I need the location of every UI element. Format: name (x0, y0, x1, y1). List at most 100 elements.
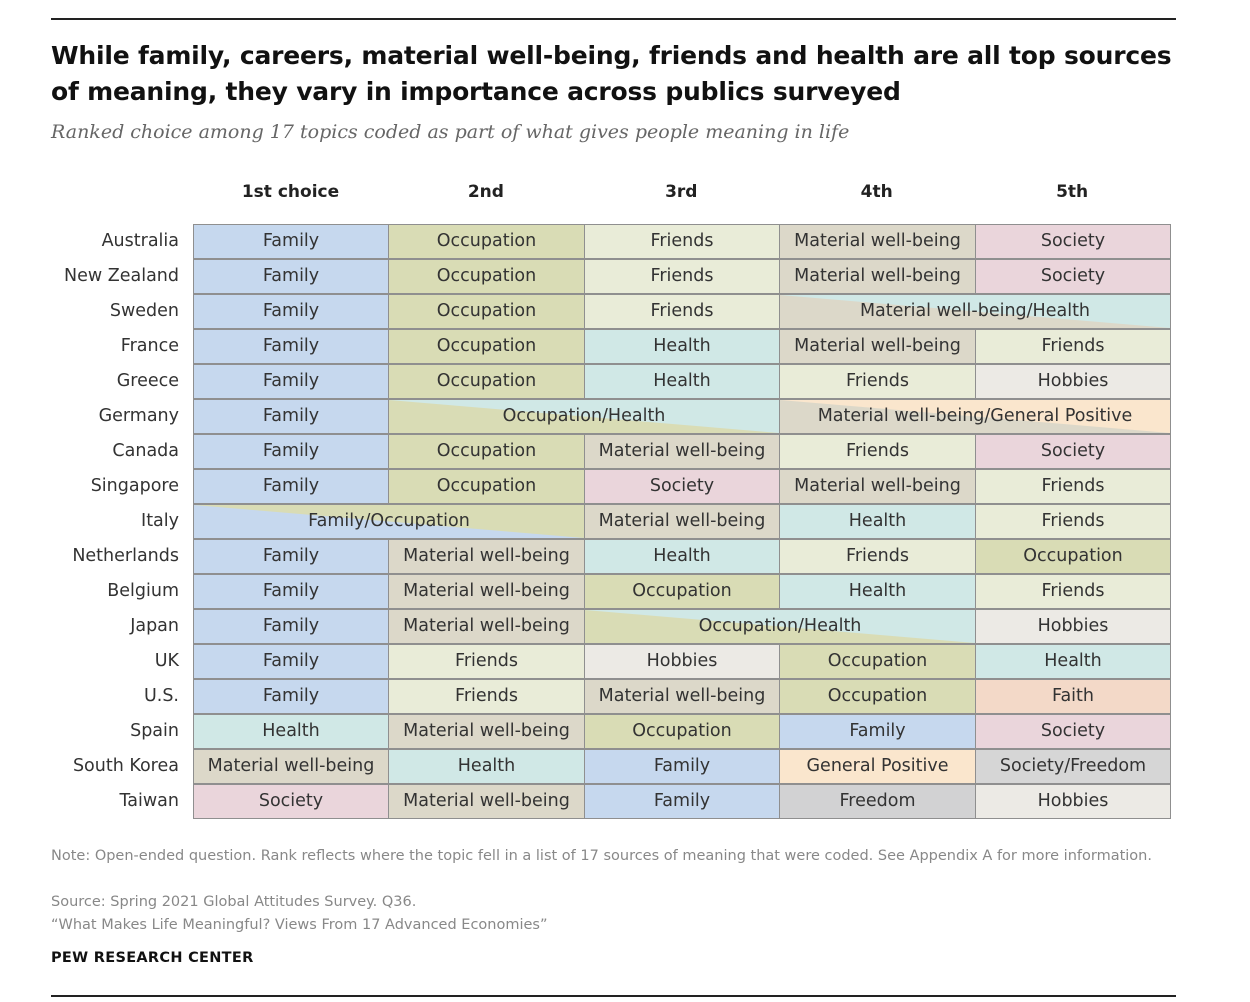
ranking-cell: Family (193, 329, 389, 364)
country-label: South Korea (72, 756, 179, 776)
ranking-cell: Family (193, 644, 389, 679)
country-label: Canada (112, 441, 179, 461)
ranking-cell: Material well-being/General Positive (779, 399, 1171, 434)
ranking-cell: Friends (779, 364, 976, 399)
ranking-cell: Health (779, 574, 976, 609)
ranking-cell: Occupation (584, 574, 780, 609)
country-label: Netherlands (72, 546, 179, 566)
country-label: Australia (101, 231, 179, 251)
country-label: Singapore (90, 476, 179, 496)
country-label: France (120, 336, 179, 356)
ranking-cell: General Positive (779, 749, 976, 784)
ranking-cell: Material well-being (388, 609, 585, 644)
ranking-cell: Health (584, 364, 780, 399)
ranking-cell: Occupation/Health (388, 399, 780, 434)
column-header: 1st choice (241, 182, 340, 202)
ranking-cell: Family (193, 259, 389, 294)
country-label: U.S. (143, 686, 179, 706)
column-header: 5th (1056, 182, 1089, 202)
ranking-cell: Health (193, 714, 389, 749)
ranking-cell: Freedom (779, 784, 976, 819)
ranking-cell: Family/Occupation (193, 504, 585, 539)
ranking-cell: Material well-being (388, 784, 585, 819)
ranking-cell: Material well-being (193, 749, 389, 784)
ranking-cell: Health (779, 504, 976, 539)
ranking-cell: Health (388, 749, 585, 784)
ranking-cell: Occupation (388, 294, 585, 329)
ranking-cell: Family (193, 469, 389, 504)
ranking-cell: Material well-being/Health (779, 294, 1171, 329)
country-label: Belgium (107, 581, 179, 601)
ranking-cell: Society (975, 224, 1171, 259)
ranking-cell: Family (779, 714, 976, 749)
ranking-cell: Material well-being (388, 539, 585, 574)
ranking-cell: Faith (975, 679, 1171, 714)
column-header: 2nd (467, 182, 504, 202)
ranking-cell: Occupation (388, 329, 585, 364)
ranking-cell: Friends (975, 574, 1171, 609)
country-label: Germany (98, 406, 179, 426)
ranking-cell: Friends (584, 224, 780, 259)
ranking-cell: Hobbies (584, 644, 780, 679)
ranking-cell: Occupation (975, 539, 1171, 574)
ranking-cell: Material well-being (388, 574, 585, 609)
ranking-cell: Occupation (388, 364, 585, 399)
column-header: 3rd (665, 182, 698, 202)
ranking-cell: Health (584, 539, 780, 574)
chart-subtitle: Ranked choice among 17 topics coded as p… (51, 121, 850, 143)
ranking-cell: Occupation (584, 714, 780, 749)
ranking-cell: Family (193, 294, 389, 329)
ranking-cell: Material well-being (584, 434, 780, 469)
country-label: Sweden (109, 301, 179, 321)
report-title: “What Makes Life Meaningful? Views From … (51, 917, 548, 933)
ranking-cell: Friends (584, 259, 780, 294)
ranking-cell: Society/Freedom (975, 749, 1171, 784)
ranking-cell: Family (193, 539, 389, 574)
ranking-cell: Family (193, 434, 389, 469)
ranking-cell: Friends (975, 469, 1171, 504)
ranking-cell: Hobbies (975, 609, 1171, 644)
ranking-cell: Society (975, 714, 1171, 749)
ranking-cell: Family (193, 224, 389, 259)
ranking-cell: Society (584, 469, 780, 504)
ranking-cell: Material well-being (779, 224, 976, 259)
ranking-cell: Family (193, 679, 389, 714)
ranking-cell: Family (193, 364, 389, 399)
country-label: Greece (116, 371, 179, 391)
ranking-cell: Friends (975, 329, 1171, 364)
ranking-cell: Family (584, 784, 780, 819)
ranking-cell: Material well-being (779, 329, 976, 364)
source-line: Source: Spring 2021 Global Attitudes Sur… (51, 894, 417, 910)
ranking-cell: Health (584, 329, 780, 364)
ranking-cell: Friends (584, 294, 780, 329)
ranking-cell: Occupation (779, 644, 976, 679)
ranking-cell: Family (193, 399, 389, 434)
ranking-cell: Society (975, 259, 1171, 294)
bottom-rule (51, 995, 1176, 997)
column-header: 4th (860, 182, 893, 202)
ranking-cell: Friends (779, 434, 976, 469)
footnote: Note: Open-ended question. Rank reflects… (51, 848, 1152, 864)
ranking-cell: Hobbies (975, 784, 1171, 819)
ranking-cell: Occupation (388, 224, 585, 259)
ranking-cell: Occupation (388, 259, 585, 294)
ranking-cell: Material well-being (584, 504, 780, 539)
country-label: Taiwan (119, 791, 179, 811)
ranking-cell: Friends (388, 679, 585, 714)
ranking-cell: Material well-being (388, 714, 585, 749)
ranking-cell: Material well-being (584, 679, 780, 714)
ranking-cell: Occupation/Health (584, 609, 976, 644)
ranking-cell: Family (584, 749, 780, 784)
ranking-cell: Material well-being (779, 469, 976, 504)
chart-title: While family, careers, material well-bei… (51, 41, 1172, 106)
country-label: Japan (130, 616, 179, 636)
ranking-cell: Hobbies (975, 364, 1171, 399)
country-label: Italy (141, 511, 179, 531)
ranking-cell: Material well-being (779, 259, 976, 294)
country-label: New Zealand (64, 266, 179, 286)
ranking-cell: Occupation (388, 469, 585, 504)
country-label: UK (154, 651, 179, 671)
country-label: Spain (130, 721, 179, 741)
brand-logo-text: PEW RESEARCH CENTER (51, 950, 254, 966)
